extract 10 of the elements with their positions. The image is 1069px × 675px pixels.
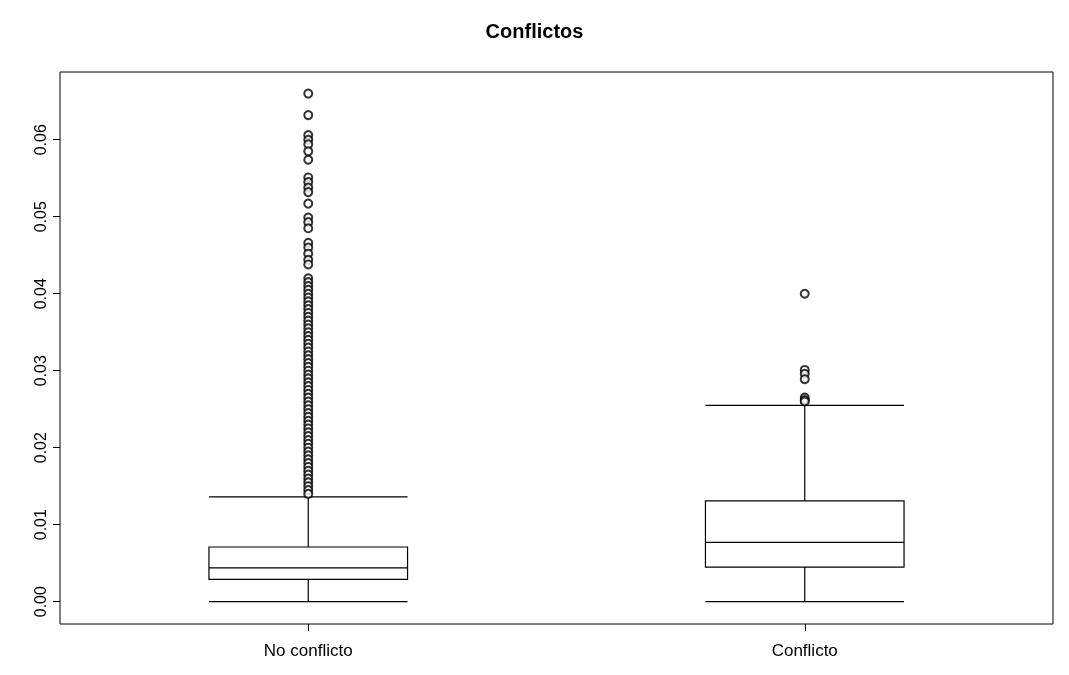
y-tick-label: 0.06	[31, 124, 49, 156]
x-tick-label: No conflicto	[263, 641, 353, 660]
chart-title: Conflictos	[485, 20, 584, 42]
y-tick-label: 0.02	[31, 432, 49, 464]
y-tick-label: 0.03	[31, 355, 49, 387]
y-tick-label: 0.00	[31, 586, 49, 618]
x-tick-label: Conflicto	[771, 641, 838, 660]
y-tick-label: 0.04	[31, 278, 49, 310]
y-tick-label: 0.05	[31, 201, 49, 233]
y-tick-label: 0.01	[31, 509, 49, 541]
